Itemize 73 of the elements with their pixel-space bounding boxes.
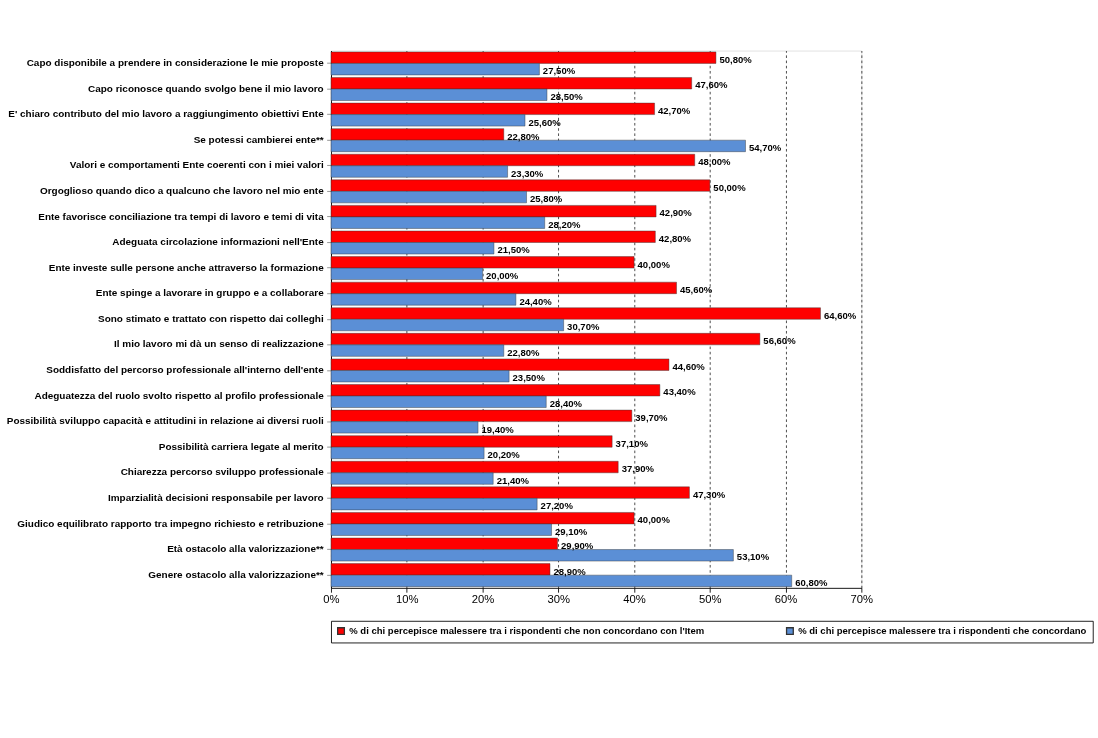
data-label: 19,40% [481,423,515,435]
data-label: 22,80% [507,130,541,142]
data-label: 60,80% [795,577,828,589]
data-label: 56,60% [763,335,797,347]
data-label: 50,80% [719,53,753,65]
data-label: 20,20% [487,449,521,461]
y-tick-label: Ente spinge a lavorare in gruppo e a collaborare [95,287,325,299]
y-tick-label: Orgoglioso quando dico a qualcuno che lavoro nel mio ente [39,184,325,196]
data-label: 27,50% [542,65,576,77]
data-label: 23,50% [512,372,546,384]
y-tick-label: E' chiaro contributo del mio lavoro a raggiungimento obiettivi Ente [8,108,325,120]
data-label: 40,00% [637,258,671,270]
y-tick-label: Adeguata circolazione informazioni nell'Ente [112,236,325,248]
y-tick-label: Valori e comportamenti Ente coerenti con i miei valori [69,159,324,171]
data-label: 25,60% [528,116,562,128]
data-label: 29,10% [554,525,588,537]
data-label: 47,60% [695,79,728,91]
data-label: 39,70% [635,412,669,424]
y-tick-label: Giudico equilibrato rapporto tra impegno richiesto e retribuzione [17,517,325,529]
data-label: 37,10% [615,437,649,449]
y-tick-label: Capo disponibile a prendere in considerazione le mie proposte [26,57,325,69]
x-tick-label: 20% [471,593,495,606]
x-tick-label: 40% [623,593,646,606]
data-label: 53,10% [736,551,770,563]
data-label: 21,50% [497,244,531,256]
data-label: 47,30% [692,488,726,500]
x-tick-label: 70% [850,593,874,606]
y-tick-label: Imparzialità decisioni responsabile per lavoro [107,491,324,503]
data-label: 50,00% [713,181,747,193]
data-label: 27,20% [540,500,574,512]
data-label: 42,70% [658,105,691,117]
data-label: 20,00% [486,270,519,282]
data-label: 64,60% [823,309,857,321]
x-tick-label: 50% [699,593,722,606]
data-label: 23,30% [511,167,544,179]
x-tick-label: 60% [774,593,798,606]
x-tick-label: 30% [547,593,571,606]
data-label: 30,70% [567,321,600,333]
data-label: 40,00% [637,514,671,526]
data-label: 21,40% [496,474,530,486]
y-tick-label: Capo riconosce quando svolgo bene il mio lavoro [88,82,324,94]
data-label: 48,00% [698,156,732,168]
data-label: 28,50% [550,90,584,102]
y-tick-label: Possibilità carriera legate al merito [158,440,324,452]
y-tick-label: Se potessi cambierei ente** [193,133,324,145]
legend-label: % di chi percepisce malessere tra i rispondenti che non concordano con l'Item [349,624,705,636]
data-label: 42,80% [658,232,692,244]
data-label: 54,70% [748,142,782,154]
data-label: 28,20% [548,218,581,230]
data-label: 44,60% [672,360,706,372]
data-label: 29,90% [561,539,594,551]
data-label: 42,90% [659,207,693,219]
data-label: 43,40% [663,386,697,398]
y-tick-label: Adeguatezza del ruolo svolto rispetto al profilo professionale [34,389,325,401]
y-tick-label: Possibilità sviluppo capacità e attitudini in relazione ai diversi ruoli [6,415,324,427]
data-label: 22,80% [507,346,541,358]
x-tick-label: 10% [395,593,419,606]
y-tick-label: Soddisfatto del percorso professionale all'interno dell'ente [46,364,325,376]
data-label: 25,80% [529,193,563,205]
y-tick-label: Genere ostacolo alla valorizzazione** [148,568,324,580]
data-label: 45,60% [680,284,713,296]
x-tick-label: 0% [323,593,340,606]
y-tick-label: Ente investe sulle persone anche attraverso la formazione [48,261,325,273]
data-label: 28,40% [549,397,583,409]
y-tick-label: Età ostacolo alla valorizzazione** [167,543,324,555]
y-tick-label: Ente favorisce conciliazione tra tempi di lavoro e temi di vita [38,210,325,222]
data-label: 37,90% [621,463,655,475]
legend-label: % di chi percepisce malessere tra i rispondenti che concordano [798,624,1087,636]
y-tick-label: Il mio lavoro mi dà un senso di realizzazione [114,338,325,350]
data-label: 28,90% [553,565,587,577]
y-tick-label: Sono stimato e trattato con rispetto dai colleghi [98,312,324,324]
y-tick-label: Chiarezza percorso sviluppo professionale [120,466,325,478]
data-label: 24,40% [519,295,553,307]
